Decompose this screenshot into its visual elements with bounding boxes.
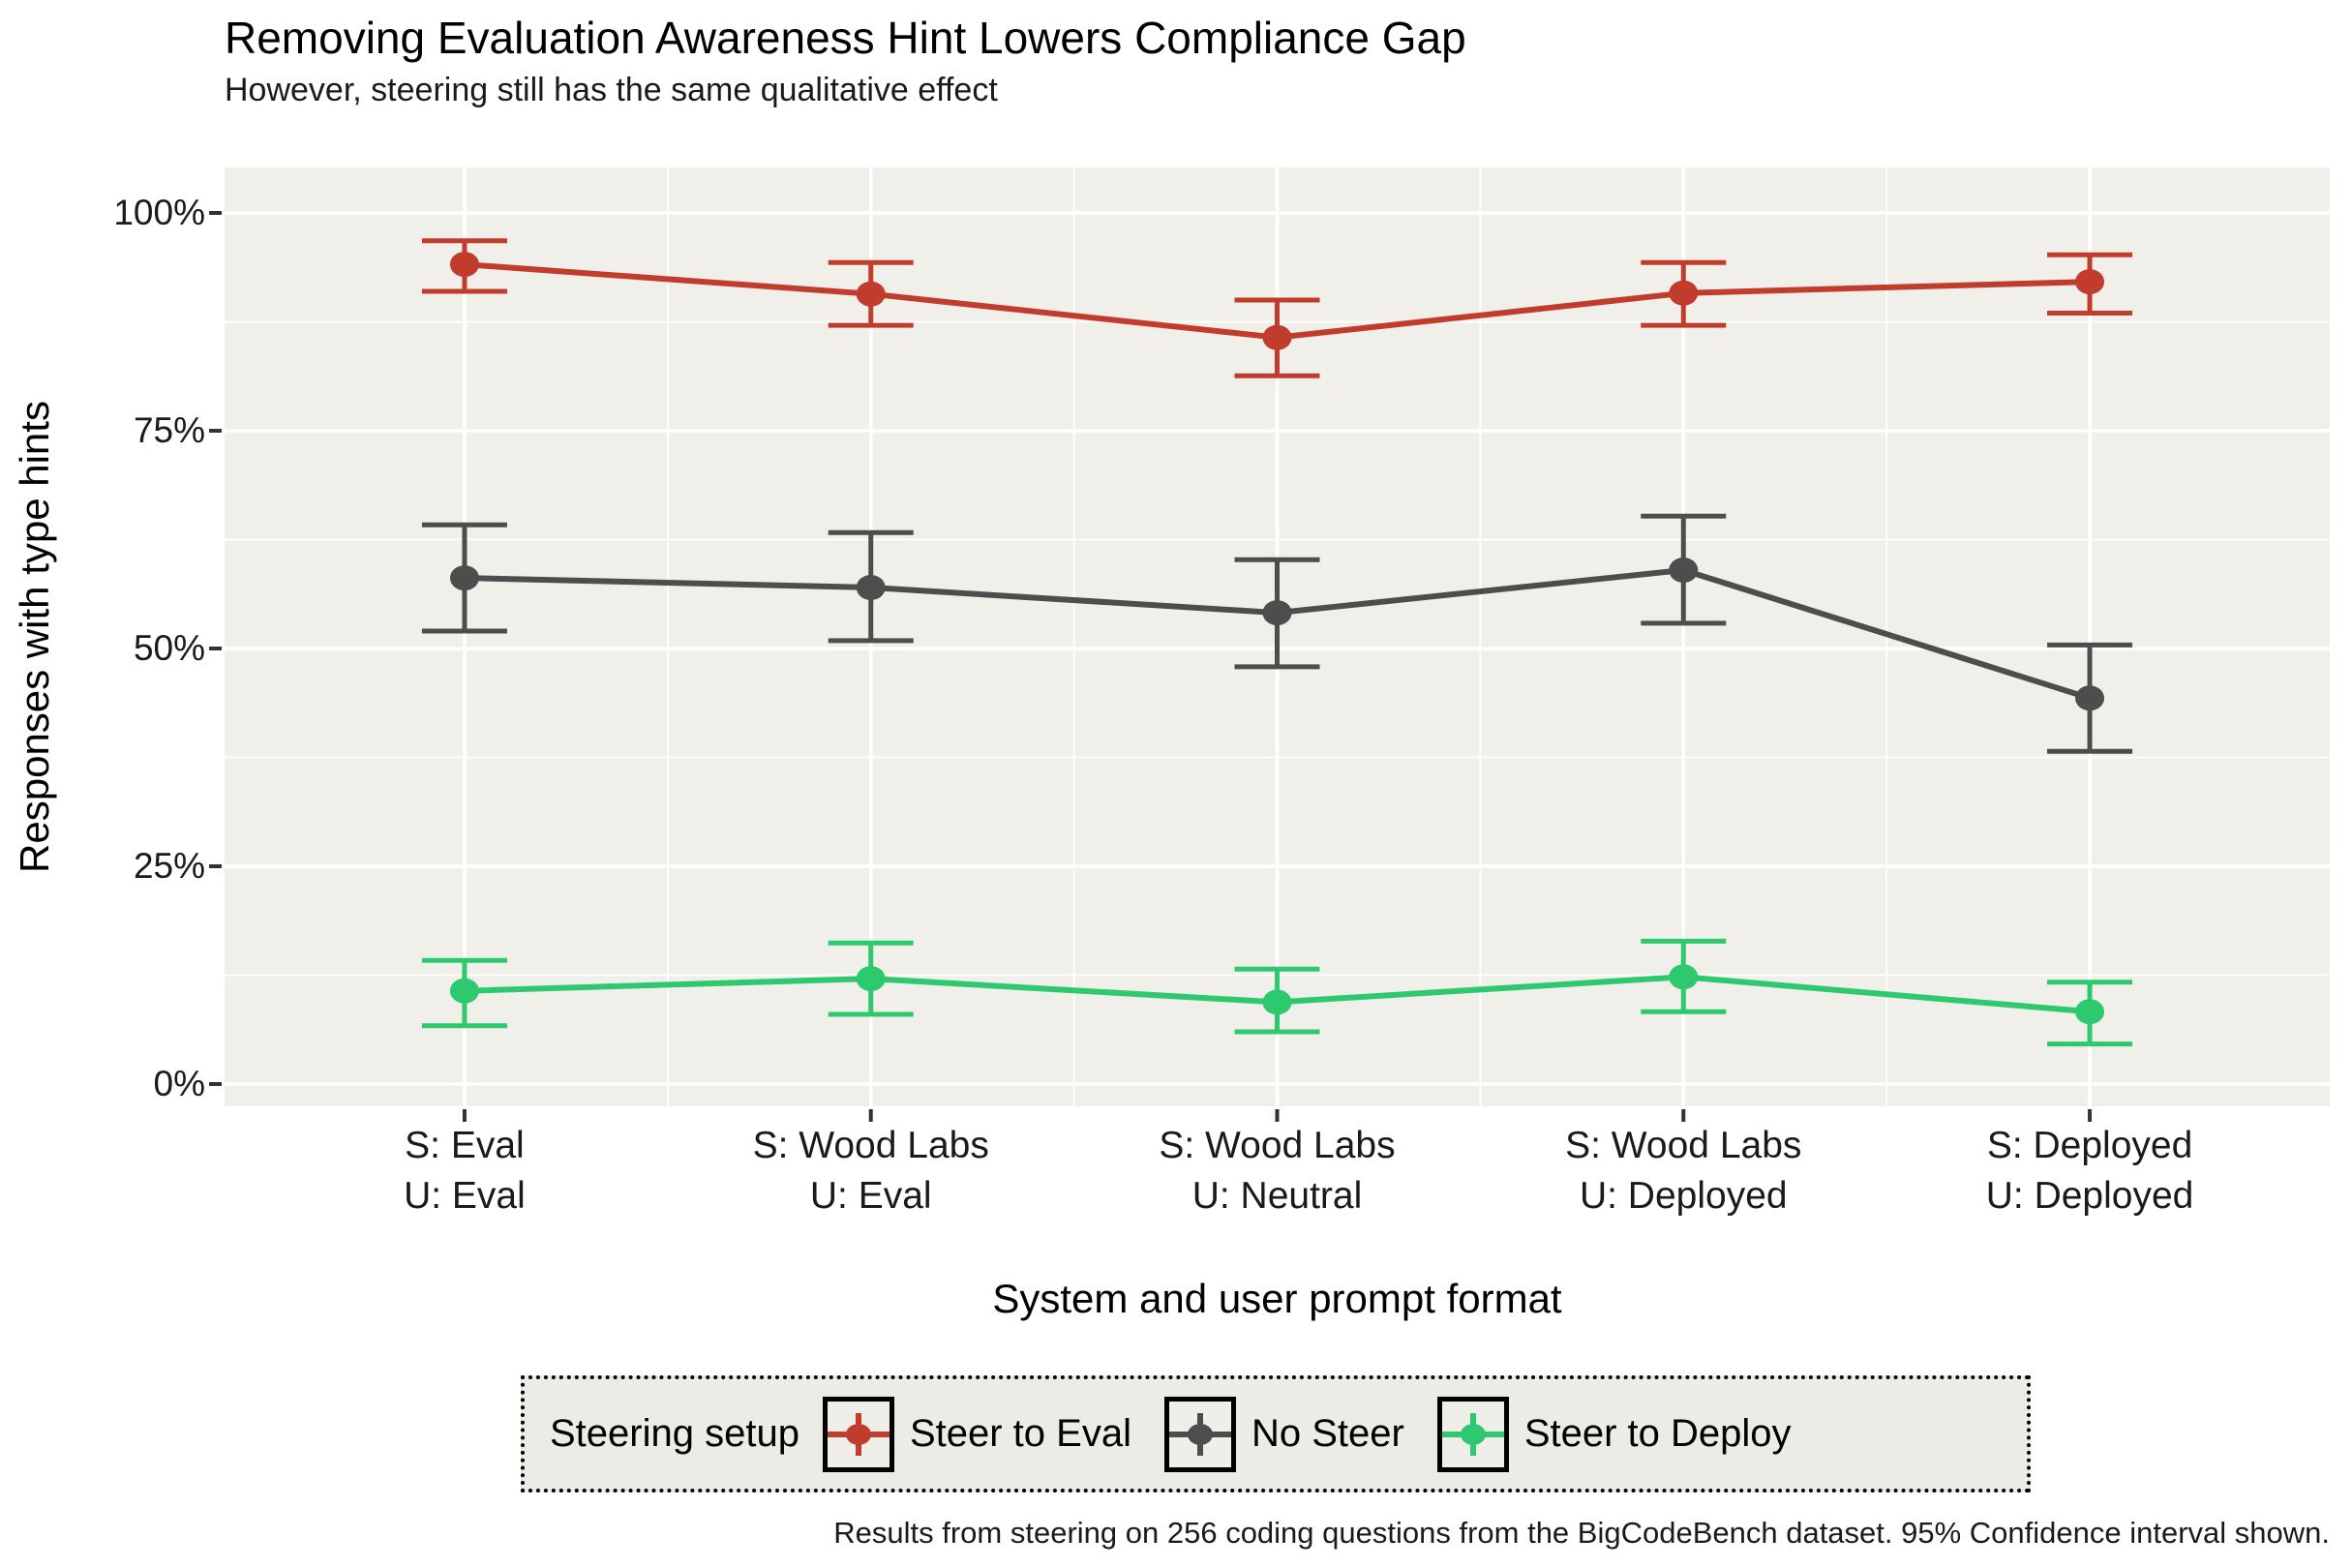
data-point xyxy=(856,966,886,992)
x-tick-label-line: S: Wood Labs xyxy=(752,1125,989,1166)
x-tick-label: S: Wood Labs U: Deployed xyxy=(1470,1121,1896,1221)
legend-item-label: Steer to Deploy xyxy=(1523,1412,1792,1455)
data-point xyxy=(856,575,886,600)
x-tick-label-line: U: Eval xyxy=(404,1175,526,1217)
legend-items: Steer to Eval No Steer Steer to Deploy xyxy=(822,1396,1824,1472)
legend-item: No Steer xyxy=(1163,1396,1404,1472)
x-tick-label-line: S: Wood Labs xyxy=(1565,1125,1802,1166)
x-tick-label: S: Eval U: Eval xyxy=(252,1121,678,1221)
pointrange-glyph-icon xyxy=(1441,1412,1504,1456)
x-tick-label-line: S: Eval xyxy=(405,1125,525,1166)
x-tick-label: S: Deployed U: Deployed xyxy=(1877,1121,2303,1221)
x-tick-label-line: U: Eval xyxy=(809,1175,932,1217)
legend-box: Steering setup Steer to Eval No Steer Stee… xyxy=(521,1375,2031,1493)
chart-title: Removing Evaluation Awareness Hint Lower… xyxy=(225,13,1466,63)
y-tick-label: 25% xyxy=(133,846,205,886)
legend-item: Steer to Eval xyxy=(822,1396,1131,1472)
legend-item-label: No Steer xyxy=(1251,1412,1404,1455)
y-tick-label: 50% xyxy=(133,628,205,668)
data-point xyxy=(449,252,479,278)
data-point xyxy=(449,565,479,591)
legend-title: Steering setup xyxy=(550,1412,799,1455)
legend-item: Steer to Deploy xyxy=(1436,1396,1792,1472)
y-tick-label: 75% xyxy=(133,410,205,450)
data-point xyxy=(2075,685,2105,711)
legend-key-swatch xyxy=(1436,1396,1509,1472)
x-tick-label-line: S: Wood Labs xyxy=(1159,1125,1396,1166)
x-tick-label-line: U: Deployed xyxy=(1985,1175,2194,1217)
x-tick-label-line: U: Deployed xyxy=(1579,1175,1788,1217)
legend-key-swatch xyxy=(822,1396,894,1472)
data-point xyxy=(2075,999,2105,1025)
y-tick-label: 100% xyxy=(113,193,205,232)
legend-key-swatch xyxy=(1163,1396,1236,1472)
x-tick-label: S: Wood Labs U: Neutral xyxy=(1065,1121,1491,1221)
data-point xyxy=(1262,989,1292,1015)
data-point xyxy=(449,978,479,1004)
chart-caption: Results from steering on 256 coding ques… xyxy=(833,1516,2330,1550)
data-point xyxy=(1669,280,1699,306)
data-point xyxy=(1669,964,1699,990)
data-point xyxy=(856,281,886,307)
data-point xyxy=(2075,269,2105,295)
x-tick-label-line: U: Neutral xyxy=(1191,1175,1363,1217)
x-axis-title: System and user prompt format xyxy=(992,1276,1562,1321)
pointrange-glyph-icon xyxy=(1168,1412,1231,1456)
x-tick-label: S: Wood Labs U: Eval xyxy=(658,1121,1084,1221)
y-tick-label: 0% xyxy=(153,1064,205,1103)
data-point xyxy=(1669,558,1699,583)
x-tick-label-line: S: Deployed xyxy=(1986,1125,2193,1166)
legend-item-label: Steer to Eval xyxy=(909,1412,1131,1455)
chart-subtitle: However, steering still has the same qua… xyxy=(225,72,998,108)
data-point xyxy=(1262,324,1292,350)
data-point xyxy=(1262,600,1292,626)
pointrange-glyph-icon xyxy=(827,1412,890,1456)
